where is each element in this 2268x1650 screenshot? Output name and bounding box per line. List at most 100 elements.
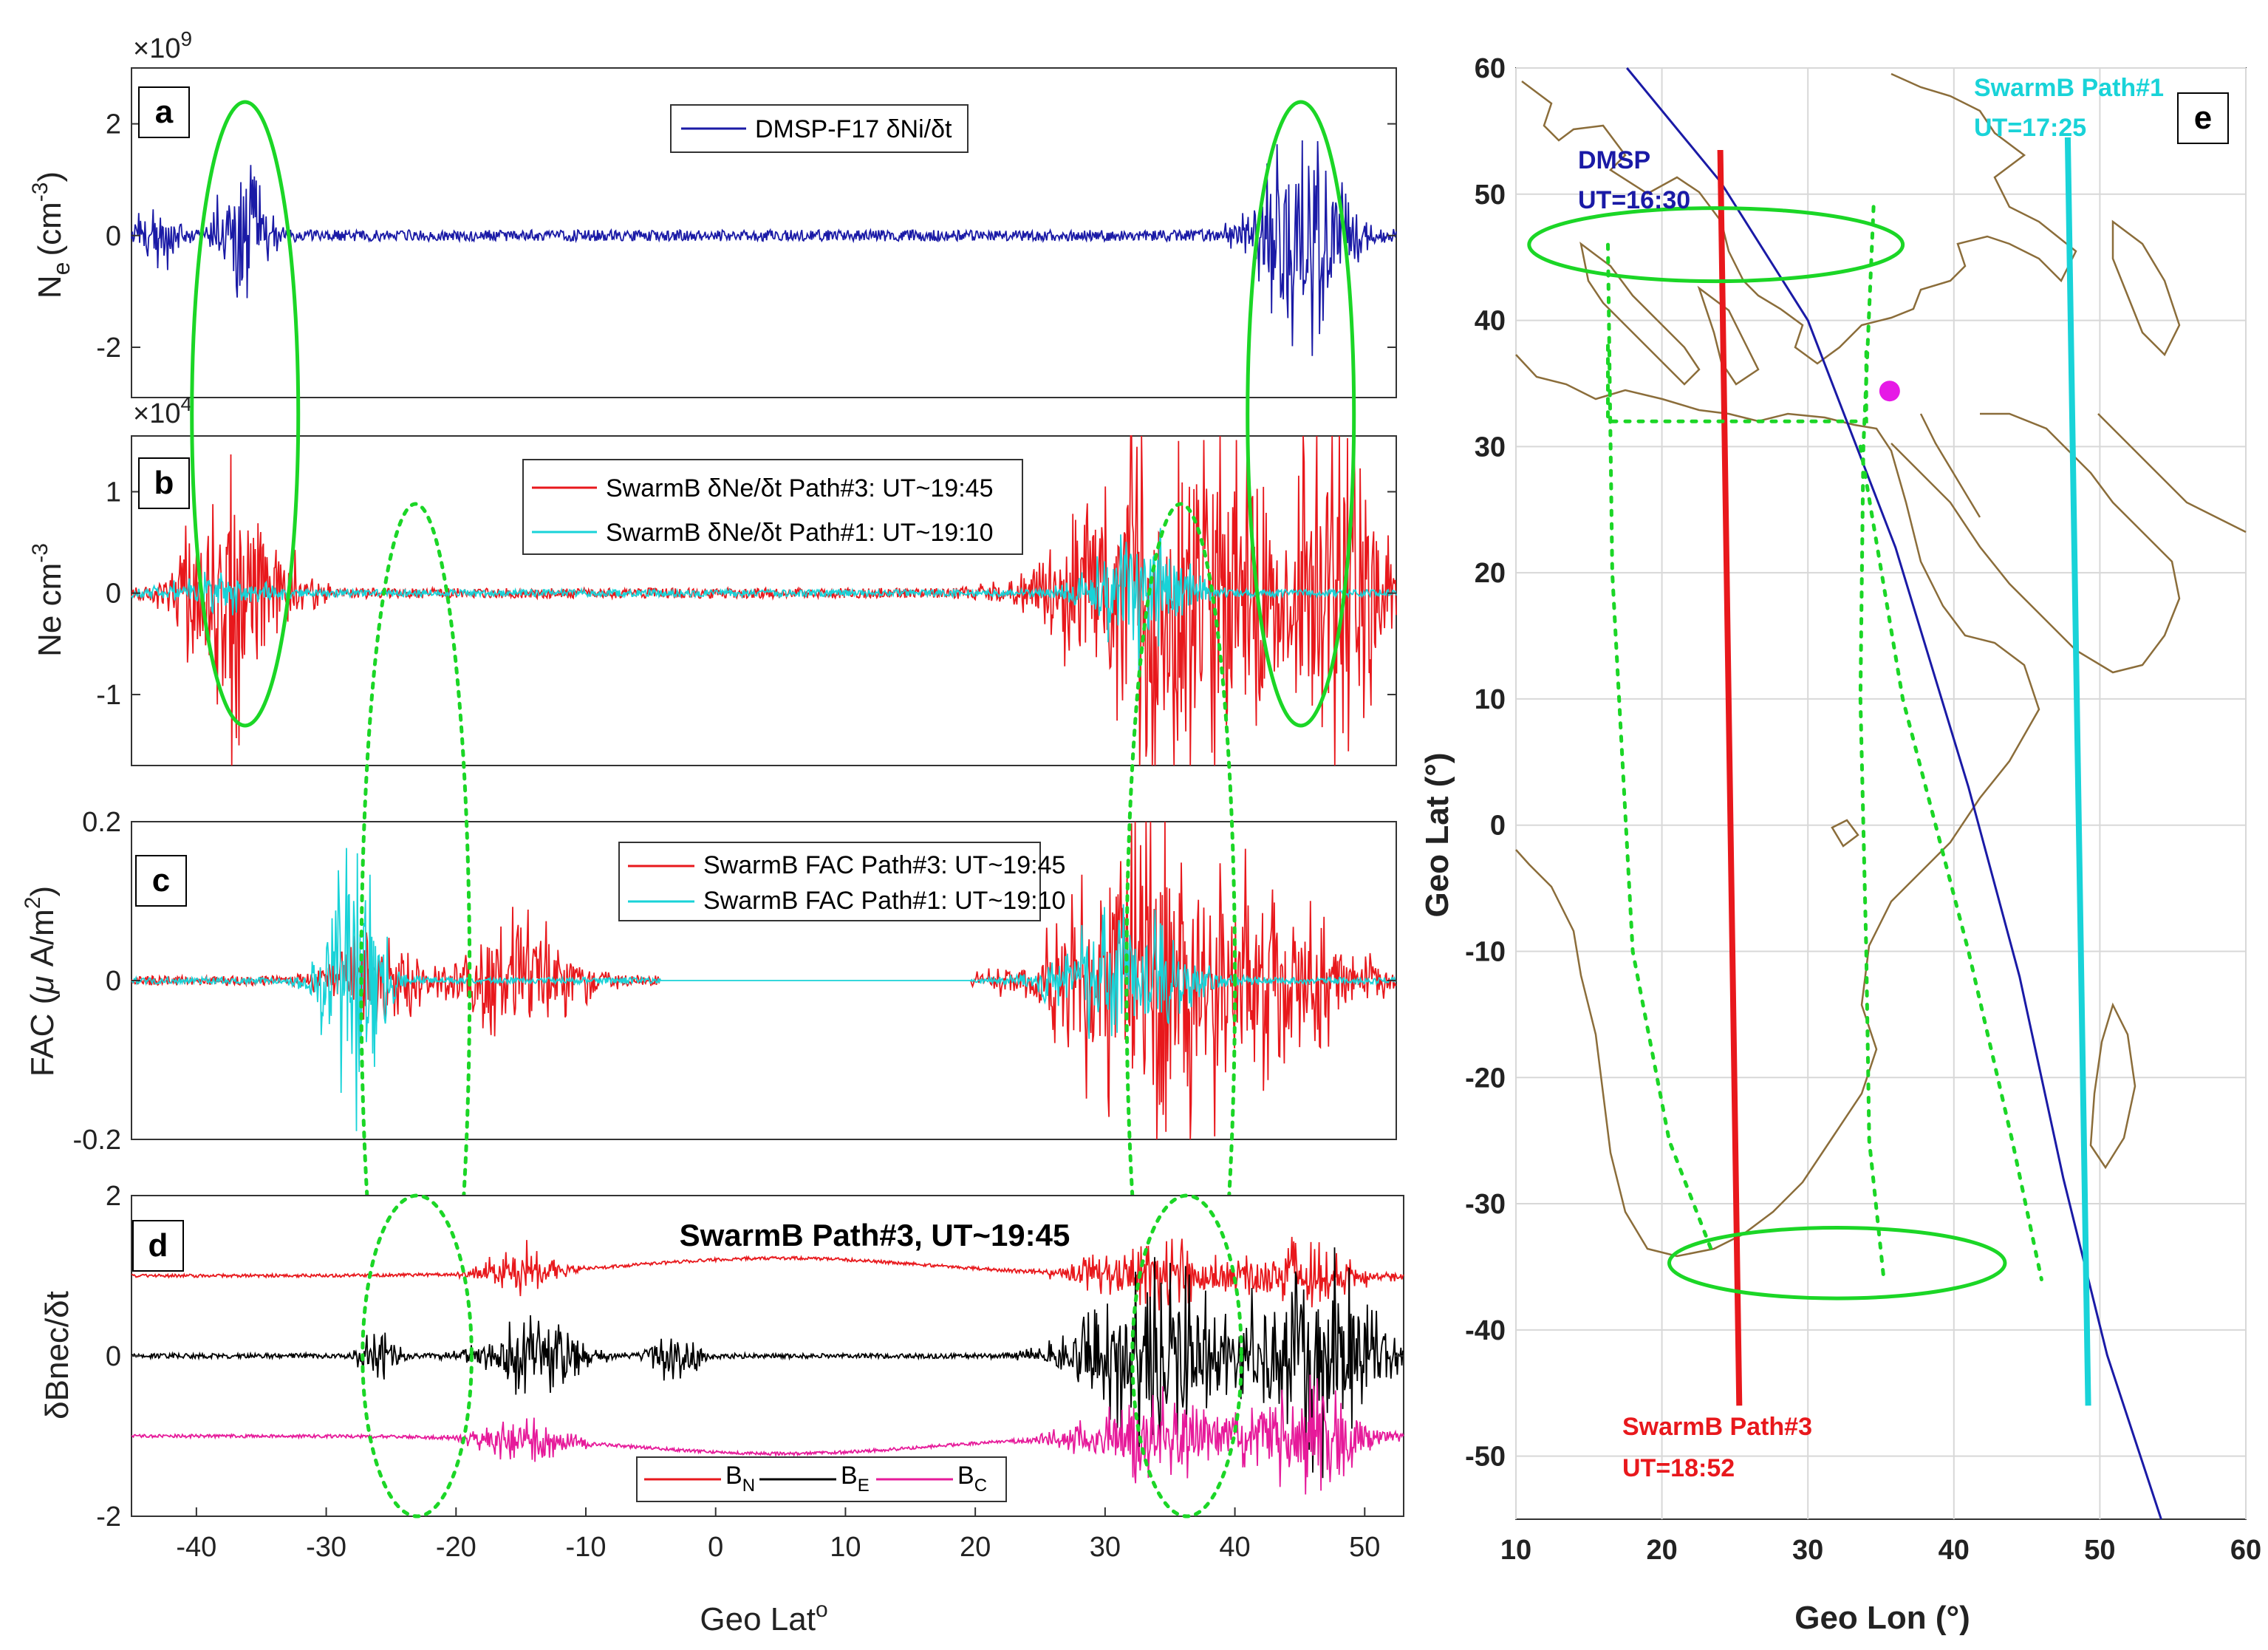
map-ytick-label: 20 xyxy=(1475,558,1506,589)
panel-d-ellipse-1 xyxy=(361,1193,474,1518)
panel-c-ytick-label: 0.2 xyxy=(82,807,121,838)
map-location-marker xyxy=(1879,381,1900,402)
panel-b-letter: b xyxy=(154,465,174,501)
legend-d-entry-2: BE xyxy=(841,1462,870,1496)
map-ytick-label: 40 xyxy=(1475,306,1506,337)
legend-b-box xyxy=(522,459,1023,555)
panel-a-ytick-label: 0 xyxy=(106,221,121,252)
panel-e-letter: e xyxy=(2194,100,2212,136)
map-ytick-label: -50 xyxy=(1465,1442,1506,1473)
panel-b-ytick-label: 0 xyxy=(106,579,121,610)
panel-d-yticks: -2 0 2 xyxy=(96,1181,1404,1533)
panel-b: ×104 -1 0 1 Ne cm-3 b SwarmB δNe/δt Path#3… xyxy=(28,100,1397,766)
panel-ab-ellipse-1 xyxy=(190,100,301,728)
map-track-swarmb-path-3 xyxy=(1717,149,1743,1406)
panel-d-xlabel: Geo Lato xyxy=(700,1598,827,1637)
panel-d-ytick-label: 2 xyxy=(106,1181,121,1212)
panel-a-letter-box xyxy=(138,86,190,138)
panel-a-ytick-label: 2 xyxy=(106,109,121,140)
track-dmsp-label-1: DMSP xyxy=(1578,146,1650,174)
map-xtick-label: 10 xyxy=(1500,1535,1531,1566)
track-path3-label-2: UT=18:52 xyxy=(1622,1454,1735,1482)
panel-d: -202 -40 -30 -20 -10 0 10 20 30 40 50 δBnec/δt Sw… xyxy=(39,1181,1404,1637)
panel-b-yticks: -1 0 1 xyxy=(96,477,1396,711)
panel-d-xticks: -40 -30 -20 -10 0 10 20 30 40 50 xyxy=(176,1507,1380,1563)
panel-d-legend: BN BE BC xyxy=(636,1456,1007,1502)
coast-caspian xyxy=(2111,219,2181,357)
panel-a: ×109 -2 0 2 Ne(cm-3) a DMSP-F17 δNi/δt xyxy=(28,27,1397,398)
legend-c-box xyxy=(618,842,1041,921)
panel-c-legend: SwarmB FAC Path#3: UT~19:45 SwarmB FAC P… xyxy=(618,842,1065,921)
panel-a-yticks: -2 0 2 xyxy=(96,109,1396,364)
panel-d-xtick-label: 0 xyxy=(708,1532,723,1563)
panel-b-plot xyxy=(131,100,1397,766)
panel-b-legend: SwarmB δNe/δt Path#3: UT~19:45 SwarmB δN… xyxy=(522,459,1023,555)
map-ytick-label: 30 xyxy=(1475,432,1506,463)
map-ytick-label: 60 xyxy=(1475,53,1506,84)
panel-a-ylabel: Ne(cm-3) xyxy=(28,171,75,299)
map-ytick-label: -40 xyxy=(1465,1315,1506,1346)
track-path1-label-2: UT=17:25 xyxy=(1974,114,2086,142)
panel-a-exponent: ×109 xyxy=(133,27,192,64)
panel-d-title: SwarmB Path#3, UT~19:45 xyxy=(680,1218,1070,1252)
map-xtick-label: 50 xyxy=(2084,1535,2115,1566)
panel-b-ytick-label: 1 xyxy=(106,477,121,508)
legend-c-entry-1: SwarmB FAC Path#3: UT~19:45 xyxy=(703,851,1065,879)
panel-c-ylabel: FAC (μ A/m2) xyxy=(21,886,61,1077)
panel-b-exponent: ×104 xyxy=(133,392,192,429)
panel-d-letter: d xyxy=(148,1227,168,1264)
panel-d-xtick-label: 50 xyxy=(1349,1532,1380,1563)
panel-d-xtick-label: -20 xyxy=(436,1532,477,1563)
coast-red-sea xyxy=(1919,413,1981,518)
map-ytick-label: 50 xyxy=(1475,180,1506,211)
panel-d-ytick-label: 0 xyxy=(106,1341,121,1372)
panel-b-series-2 xyxy=(131,528,1397,674)
coast-small-island xyxy=(1831,819,1859,848)
panel-c-yticks: -0.2 0 0.2 xyxy=(73,807,1396,1156)
panel-d-xtick-label: 20 xyxy=(960,1532,991,1563)
panel-a-ytick-label: -2 xyxy=(96,333,121,364)
panel-c-letter-box xyxy=(135,855,187,907)
panel-d-ylabel: δBnec/δt xyxy=(39,1291,75,1419)
coast-europe xyxy=(1521,72,2077,365)
panel-b-ytick-label: -1 xyxy=(96,680,121,711)
map-coastlines xyxy=(1515,72,2247,1258)
coast-greece xyxy=(1697,285,1760,386)
map-ytick-label: -20 xyxy=(1465,1063,1506,1094)
map-ytick-label: -10 xyxy=(1465,936,1506,967)
panel-ab-ellipse-2 xyxy=(1246,100,1356,728)
panel-e: 10 20 30 40 50 60 -50 -40 -30 -20 -10 0 10 20 30 40 50 60… xyxy=(1419,53,2261,1636)
map-ticks: 10 20 30 40 50 60 -50 -40 -30 -20 -10 0 10 20 30 40 50 60 xyxy=(1465,53,2261,1566)
track-dmsp-label-2: UT=16:30 xyxy=(1578,186,1690,214)
panel-a-series-1 xyxy=(131,140,1397,356)
panel-d-xtick-label: -10 xyxy=(566,1532,607,1563)
panel-d-ytick-label: -2 xyxy=(96,1501,121,1533)
coast-arabia xyxy=(1890,412,2181,674)
panel-d-xtick-label: 30 xyxy=(1090,1532,1121,1563)
panel-a-letter: a xyxy=(155,94,174,130)
map-ellipse-2 xyxy=(1667,1225,2007,1300)
panel-a-plot xyxy=(131,140,1397,356)
legend-d-entry-3: BC xyxy=(957,1462,987,1496)
panel-d-series-3 xyxy=(131,1374,1404,1495)
coast-gulf xyxy=(2097,413,2247,533)
panel-d-xtick-label: -40 xyxy=(176,1532,216,1563)
legend-b-entry-2: SwarmB δNe/δt Path#1: UT~19:10 xyxy=(606,519,993,547)
panel-c-ytick-label: -0.2 xyxy=(73,1125,121,1156)
panel-d-letter-box xyxy=(132,1220,184,1272)
panel-d-ellipse-2 xyxy=(1130,1193,1243,1518)
map-track-dmsp xyxy=(1626,67,2162,1520)
panel-c: -0.2 0 0.2 FAC (μ A/m2) c SwarmB FAC Path#… xyxy=(21,502,1397,1459)
panel-d-plot xyxy=(131,1193,1404,1518)
map-grid xyxy=(1515,67,2247,1519)
map-ytick-label: 0 xyxy=(1490,811,1506,842)
map-xtick-label: 30 xyxy=(1792,1535,1823,1566)
panel-d-xtick-label: 10 xyxy=(830,1532,861,1563)
map-dotted-curve-1 xyxy=(1606,242,1715,1256)
map-plot xyxy=(1527,67,2162,1520)
map-ytick-label: 10 xyxy=(1475,684,1506,715)
track-path1-label-1: SwarmB Path#1 xyxy=(1974,74,2164,102)
coast-italy xyxy=(1579,242,1701,386)
map-xtick-label: 40 xyxy=(1939,1535,1970,1566)
